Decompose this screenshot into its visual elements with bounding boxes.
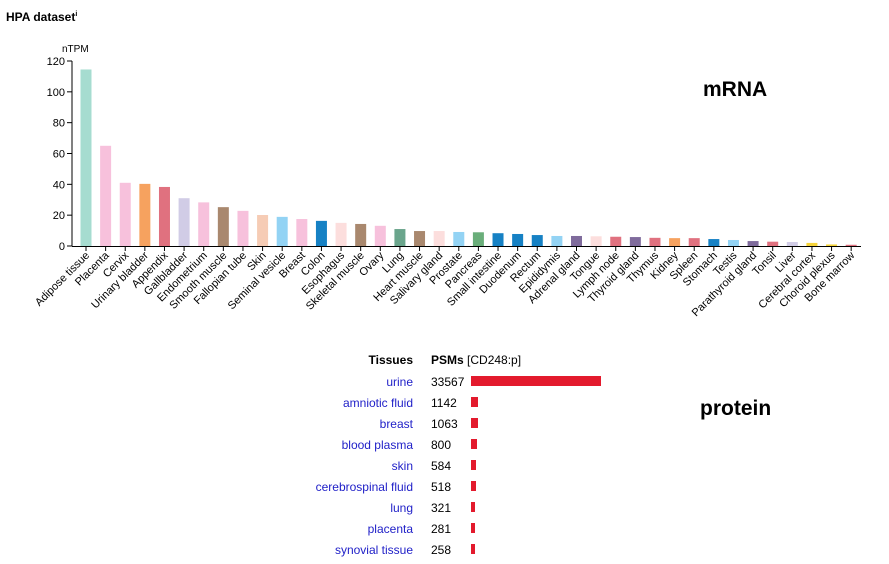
y-tick-label: 20	[53, 210, 65, 222]
dataset-title: HPA dataseti	[6, 10, 77, 24]
psm-count: 800	[431, 438, 452, 452]
psm-row: skin 584	[0, 459, 889, 480]
bar-skin	[257, 215, 269, 246]
bar-pancreas	[472, 232, 484, 246]
dataset-title-text: HPA dataset	[6, 10, 76, 24]
bar-choroid-plexus	[826, 244, 838, 246]
psm-bar	[471, 376, 601, 386]
psm-count: 1063	[431, 417, 458, 431]
bar-seminal-vesicle	[276, 216, 288, 246]
bar-fallopian-tube	[237, 210, 249, 246]
bar-appendix	[158, 186, 170, 246]
psm-row: blood plasma 800	[0, 438, 889, 459]
tissue-link[interactable]: amniotic fluid	[342, 396, 413, 410]
tissue-link[interactable]: synovial tissue	[334, 543, 413, 557]
psm-row: placenta 281	[0, 522, 889, 543]
y-axis-label: nTPM	[62, 44, 89, 55]
bar-gallbladder	[178, 198, 190, 246]
bar-ovary	[374, 225, 386, 246]
psm-bar	[471, 502, 476, 512]
bar-thymus	[649, 237, 661, 246]
y-tick-label: 100	[47, 87, 65, 99]
tissues-header: Tissues	[368, 353, 413, 367]
y-tick-label: 0	[59, 241, 65, 253]
bar-liver	[786, 241, 798, 246]
bar-small-intestine	[492, 233, 504, 246]
psm-row: amniotic fluid 1142	[0, 396, 889, 417]
tissue-link[interactable]: breast	[379, 417, 413, 431]
psms-header: PSMs [CD248:p]	[431, 353, 521, 367]
tissue-link[interactable]: blood plasma	[341, 438, 413, 452]
bar-parathyroid-gland	[747, 241, 759, 246]
bar-epididymis	[551, 235, 563, 246]
y-tick-label: 40	[53, 179, 65, 191]
bar-lymph-node	[610, 236, 622, 246]
psm-count: 584	[431, 459, 452, 473]
y-tick-label: 60	[53, 149, 65, 161]
bar-testis	[727, 239, 739, 246]
bar-esophagus	[335, 222, 347, 246]
bar-adipose-tissue	[80, 69, 92, 247]
bar-salivary-gland	[433, 231, 445, 246]
psm-bar	[471, 544, 475, 554]
psm-count: 33567	[431, 375, 465, 389]
bar-cervix	[119, 182, 131, 246]
psm-row: cerebrospinal fluid 518	[0, 480, 889, 501]
mrna-label: mRNA	[703, 78, 768, 101]
bar-bone-marrow	[845, 244, 857, 246]
psm-row: urine 33567	[0, 375, 889, 396]
bar-thyroid-gland	[629, 237, 641, 246]
bar-stomach	[708, 239, 720, 246]
bar-colon	[315, 220, 327, 246]
bar-smooth-muscle	[217, 207, 229, 246]
bar-tonsil	[767, 241, 779, 246]
tissue-link[interactable]: skin	[391, 459, 413, 473]
bar-lung	[394, 229, 406, 246]
bar-prostate	[453, 231, 465, 246]
psm-count: 281	[431, 522, 452, 536]
bar-placenta	[100, 145, 112, 246]
psm-bar	[471, 418, 479, 428]
psm-count: 1142	[431, 396, 457, 410]
bar-urinary-bladder	[139, 183, 151, 246]
psm-row: breast 1063	[0, 417, 889, 438]
psm-bar	[471, 481, 476, 491]
protein-label: protein	[700, 397, 772, 420]
psm-row: lung 321	[0, 501, 889, 522]
bar-adrenal-gland	[571, 235, 582, 246]
bar-cerebral-cortex	[806, 242, 818, 246]
y-tick-label: 80	[53, 118, 65, 130]
bar-heart-muscle	[414, 231, 426, 246]
psm-bar	[471, 439, 478, 449]
bar-skeletal-muscle	[355, 223, 367, 246]
bar-kidney	[669, 238, 681, 246]
bar-breast	[296, 219, 308, 246]
y-tick-label: 120	[47, 56, 65, 68]
bar-endometrium	[198, 202, 210, 246]
bar-duodenum	[512, 233, 524, 246]
psm-count: 518	[431, 480, 452, 494]
psm-bar	[471, 523, 476, 533]
tissue-link[interactable]: placenta	[367, 522, 413, 536]
psm-bar	[471, 460, 477, 470]
psm-row: synovial tissue 258	[0, 543, 889, 564]
tissue-link[interactable]: cerebrospinal fluid	[315, 480, 413, 494]
psm-bar	[471, 397, 479, 407]
info-icon[interactable]: i	[75, 11, 78, 18]
bar-spleen	[688, 238, 700, 246]
bar-tongue	[590, 236, 602, 246]
tissue-link[interactable]: urine	[386, 375, 413, 389]
psm-count: 258	[431, 543, 452, 557]
psms-header-gene: [CD248:p]	[467, 353, 522, 367]
psms-header-label: PSMs	[431, 353, 464, 367]
bar-rectum	[531, 235, 543, 246]
tissue-link[interactable]: lung	[390, 501, 413, 515]
psm-count: 321	[431, 501, 452, 515]
